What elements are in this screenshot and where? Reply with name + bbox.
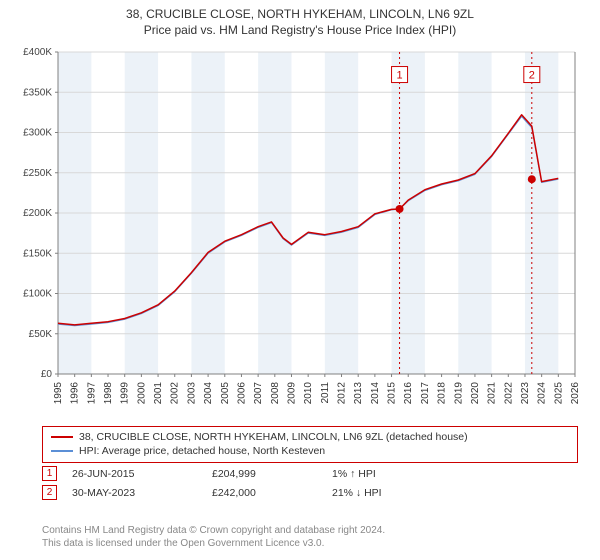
- legend-swatch: [51, 450, 73, 452]
- chart-title-line2: Price paid vs. HM Land Registry's House …: [10, 22, 590, 38]
- svg-text:1996: 1996: [70, 382, 81, 405]
- event-price: £204,999: [212, 468, 332, 480]
- svg-text:1999: 1999: [120, 382, 131, 405]
- chart-area: £0 £50K £100K £150K £200K £250K £300K £350K £400…: [10, 44, 590, 420]
- chart-title-line1: 38, CRUCIBLE CLOSE, NORTH HYKEHAM, LINCO…: [10, 6, 590, 22]
- svg-text:2009: 2009: [286, 382, 297, 405]
- legend-row: HPI: Average price, detached house, Nort…: [51, 444, 569, 458]
- svg-text:2010: 2010: [303, 382, 314, 405]
- svg-text:2020: 2020: [470, 382, 481, 405]
- svg-text:2017: 2017: [420, 382, 431, 405]
- svg-text:2008: 2008: [270, 382, 281, 405]
- svg-text:2015: 2015: [387, 382, 398, 405]
- svg-text:2003: 2003: [186, 382, 197, 405]
- svg-text:2001: 2001: [153, 382, 164, 405]
- svg-text:2014: 2014: [370, 382, 381, 405]
- footnote-line1: Contains HM Land Registry data © Crown c…: [42, 524, 578, 537]
- svg-text:2026: 2026: [570, 382, 581, 405]
- legend-label: 38, CRUCIBLE CLOSE, NORTH HYKEHAM, LINCO…: [79, 430, 468, 444]
- svg-text:£250K: £250K: [23, 168, 52, 179]
- event-marker: 2: [42, 485, 57, 500]
- event-date: 30-MAY-2023: [72, 487, 212, 499]
- legend: 38, CRUCIBLE CLOSE, NORTH HYKEHAM, LINCO…: [42, 426, 578, 463]
- svg-text:2011: 2011: [320, 382, 331, 404]
- svg-text:2025: 2025: [553, 382, 564, 405]
- svg-text:£150K: £150K: [23, 248, 52, 259]
- svg-text:2023: 2023: [520, 382, 531, 405]
- event-delta: 21% ↓ HPI: [332, 487, 578, 499]
- footnote: Contains HM Land Registry data © Crown c…: [42, 524, 578, 550]
- svg-text:£0: £0: [41, 369, 53, 380]
- svg-text:2024: 2024: [537, 382, 548, 405]
- svg-text:1997: 1997: [86, 382, 97, 405]
- svg-text:2007: 2007: [253, 382, 264, 405]
- svg-text:1: 1: [396, 70, 402, 82]
- event-row: 2 30-MAY-2023£242,00021% ↓ HPI: [42, 483, 578, 502]
- svg-text:£200K: £200K: [23, 208, 52, 219]
- svg-text:£300K: £300K: [23, 128, 52, 139]
- svg-text:£400K: £400K: [23, 47, 52, 58]
- event-row: 1 26-JUN-2015£204,9991% ↑ HPI: [42, 464, 578, 483]
- chart-svg: £0 £50K £100K £150K £200K £250K £300K £350K £400…: [10, 44, 590, 420]
- svg-text:2000: 2000: [136, 382, 147, 405]
- svg-text:£50K: £50K: [29, 329, 53, 340]
- svg-text:2005: 2005: [220, 382, 231, 405]
- svg-text:£100K: £100K: [23, 289, 52, 300]
- svg-text:2013: 2013: [353, 382, 364, 405]
- svg-text:1995: 1995: [53, 382, 64, 405]
- svg-text:1998: 1998: [103, 382, 114, 405]
- legend-swatch: [51, 436, 73, 438]
- svg-text:2002: 2002: [170, 382, 181, 405]
- svg-text:2021: 2021: [487, 382, 498, 405]
- svg-text:£350K: £350K: [23, 87, 52, 98]
- footnote-line2: This data is licensed under the Open Gov…: [42, 537, 578, 550]
- svg-text:2016: 2016: [403, 382, 414, 405]
- event-delta: 1% ↑ HPI: [332, 468, 578, 480]
- svg-text:2022: 2022: [503, 382, 514, 405]
- svg-text:2004: 2004: [203, 382, 214, 405]
- svg-text:2: 2: [529, 70, 535, 82]
- legend-row: 38, CRUCIBLE CLOSE, NORTH HYKEHAM, LINCO…: [51, 430, 569, 444]
- svg-text:2012: 2012: [337, 382, 348, 405]
- event-marker: 1: [42, 466, 57, 481]
- svg-text:2018: 2018: [437, 382, 448, 405]
- event-date: 26-JUN-2015: [72, 468, 212, 480]
- legend-label: HPI: Average price, detached house, Nort…: [79, 444, 325, 458]
- chart-title-block: 38, CRUCIBLE CLOSE, NORTH HYKEHAM, LINCO…: [0, 0, 600, 40]
- event-price: £242,000: [212, 487, 332, 499]
- svg-text:2006: 2006: [236, 382, 247, 405]
- event-table: 1 26-JUN-2015£204,9991% ↑ HPI 2 30-MAY-2023…: [42, 464, 578, 502]
- svg-text:2019: 2019: [453, 382, 464, 405]
